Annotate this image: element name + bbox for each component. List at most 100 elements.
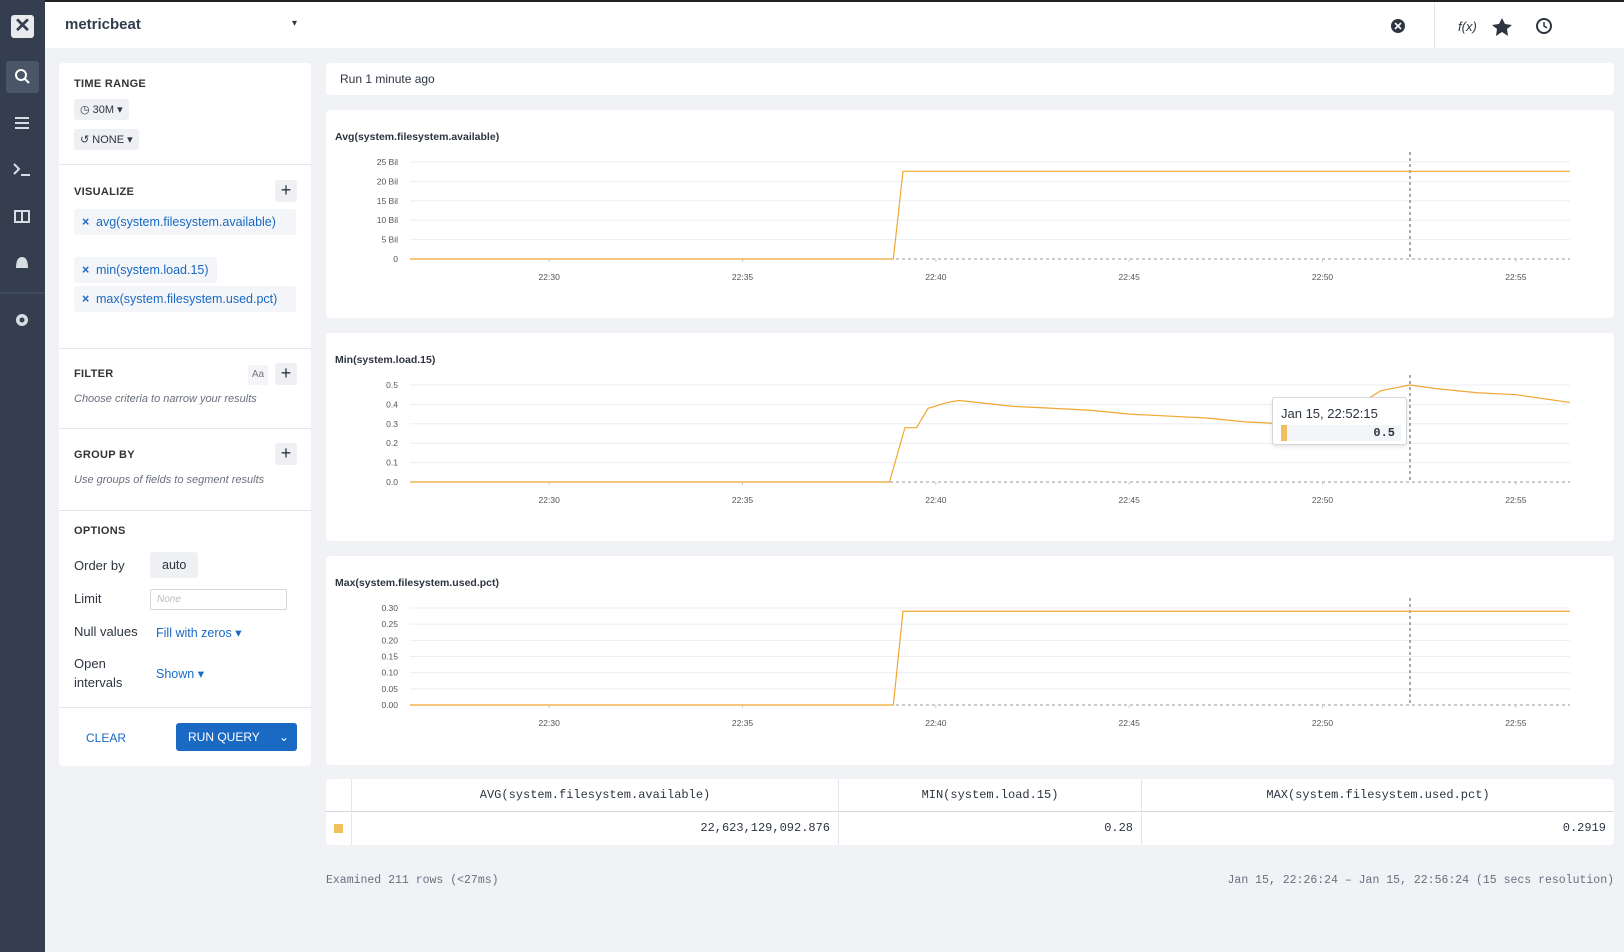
y-tick-label: 0 bbox=[393, 254, 398, 264]
y-tick-label: 0.2 bbox=[386, 438, 398, 448]
y-tick-label: 0.1 bbox=[386, 458, 398, 468]
x-tick-label: 22:50 bbox=[1312, 272, 1334, 282]
add-button[interactable]: + bbox=[275, 180, 297, 202]
add-button[interactable]: + bbox=[275, 443, 297, 465]
tooltip-value: 0.5 bbox=[1373, 426, 1395, 440]
chart-title: Max(system.filesystem.used.pct) bbox=[335, 577, 499, 589]
y-tick-label: 0.20 bbox=[381, 635, 398, 645]
add-button[interactable]: + bbox=[275, 363, 297, 385]
series-line bbox=[410, 610, 1570, 706]
section-label: VISUALIZE bbox=[74, 186, 135, 198]
y-tick-label: 10 Bil bbox=[377, 215, 398, 225]
y-tick-label: 0.0 bbox=[386, 477, 398, 487]
compare-select[interactable]: ↺ NONE ▾ bbox=[74, 129, 139, 150]
header-cell: MIN(system.load.15) bbox=[838, 779, 1142, 811]
run-status: Run 1 minute ago bbox=[326, 63, 1614, 95]
x-tick-label: 22:45 bbox=[1119, 718, 1141, 728]
y-tick-label: 0.00 bbox=[381, 700, 398, 710]
query-panel bbox=[59, 63, 311, 766]
separator bbox=[59, 510, 311, 511]
y-tick-label: 0.4 bbox=[386, 399, 398, 409]
limit-input[interactable]: None bbox=[150, 589, 287, 610]
visualize-item[interactable]: avg(system.filesystem.available) bbox=[74, 209, 296, 235]
x-tick-label: 22:40 bbox=[925, 495, 947, 505]
section-label: OPTIONS bbox=[74, 525, 126, 537]
x-tick-label: 22:45 bbox=[1119, 272, 1141, 282]
section-label: TIME RANGE bbox=[74, 78, 147, 90]
separator bbox=[59, 707, 311, 708]
x-tick-label: 22:30 bbox=[539, 272, 561, 282]
option-label: Null values bbox=[74, 624, 138, 639]
visualize-item[interactable]: max(system.filesystem.used.pct) bbox=[74, 286, 296, 312]
separator bbox=[59, 428, 311, 429]
x-tick-label: 22:50 bbox=[1312, 495, 1334, 505]
y-tick-label: 0.25 bbox=[381, 619, 398, 629]
divider bbox=[1434, 2, 1435, 48]
dataset-select[interactable]: metricbeat bbox=[65, 16, 141, 33]
value: Shown bbox=[156, 667, 195, 681]
swatch bbox=[334, 823, 343, 833]
chart-title: Min(system.load.15) bbox=[335, 354, 435, 366]
x-tick-label: 22:45 bbox=[1119, 495, 1141, 505]
tooltip-row: 0.5 bbox=[1281, 425, 1401, 441]
case-toggle[interactable]: Aa bbox=[248, 365, 268, 385]
tooltip-time: Jan 15, 22:52:15 bbox=[1281, 406, 1378, 421]
x-tick-label: 22:50 bbox=[1312, 718, 1334, 728]
y-tick-label: 15 Bil bbox=[377, 196, 398, 206]
x-tick-label: 22:55 bbox=[1505, 718, 1527, 728]
clear-icon[interactable] bbox=[1390, 18, 1406, 34]
footer-range: Jan 15, 22:26:24 – Jan 15, 22:56:24 (15 … bbox=[1227, 874, 1614, 887]
cell bbox=[326, 779, 352, 811]
tooltip: Jan 15, 22:52:15 0.5 bbox=[1272, 397, 1407, 445]
x-tick-label: 22:30 bbox=[539, 495, 561, 505]
section-label: FILTER bbox=[74, 368, 114, 380]
compare: NONE bbox=[92, 134, 125, 146]
separator bbox=[59, 348, 311, 349]
run-button[interactable]: RUN QUERY ⌄ bbox=[176, 723, 297, 751]
search-icon[interactable] bbox=[6, 61, 39, 93]
x-tick-label: 22:55 bbox=[1505, 272, 1527, 282]
order-select[interactable]: auto bbox=[150, 552, 199, 578]
visualize-item[interactable]: min(system.load.15) bbox=[74, 257, 217, 283]
chart: Max(system.filesystem.used.pct) 0.00 0.05 0… bbox=[326, 556, 1614, 765]
x-tick-label: 22:55 bbox=[1505, 495, 1527, 505]
y-tick-label: 0.5 bbox=[386, 380, 398, 390]
series-line bbox=[410, 384, 1571, 483]
toolbar-icons[interactable]: f(x) bbox=[1425, 14, 1615, 38]
y-tick-label: 25 Bil bbox=[377, 157, 398, 167]
range: 30M bbox=[92, 104, 115, 116]
x-tick-label: 22:35 bbox=[732, 272, 754, 282]
option-label: Open intervals bbox=[74, 656, 123, 690]
x-tick-label: 22:40 bbox=[925, 272, 947, 282]
cell: 0.2919 bbox=[1562, 821, 1606, 836]
cell: 0.28 bbox=[838, 811, 1142, 845]
value: Fill with zeros bbox=[156, 626, 232, 640]
svg-text:f(x): f(x) bbox=[1458, 19, 1477, 34]
cell: 22,623,129,092.876 bbox=[351, 811, 839, 845]
y-tick-label: 0.05 bbox=[381, 684, 398, 694]
null-select[interactable]: Fill with zeros ▾ bbox=[156, 626, 242, 640]
hint: Choose criteria to narrow your results bbox=[74, 393, 257, 405]
label: RUN QUERY bbox=[188, 730, 260, 744]
cell bbox=[326, 811, 352, 845]
chart: Min(system.load.15) 0.0 0.1 0.2 0.3 0.4 0.5 22:… bbox=[326, 333, 1614, 541]
series-line bbox=[410, 170, 1570, 260]
nav-icons bbox=[0, 117, 45, 326]
icon bbox=[15, 69, 30, 84]
y-tick-label: 0.30 bbox=[381, 603, 398, 613]
y-tick-label: 0.3 bbox=[386, 419, 398, 429]
x-tick-label: 22:40 bbox=[925, 718, 947, 728]
intervals-select[interactable]: Shown ▾ bbox=[156, 667, 204, 681]
y-tick-label: 0.15 bbox=[381, 652, 398, 662]
clear-button[interactable]: CLEAR bbox=[86, 731, 127, 745]
x-tick-label: 22:35 bbox=[732, 495, 754, 505]
caret: ▾ bbox=[292, 18, 298, 29]
logo[interactable]: ✕ bbox=[11, 15, 34, 38]
swatch bbox=[1281, 425, 1287, 441]
chart-title: Avg(system.filesystem.available) bbox=[335, 131, 499, 143]
footer-examined: Examined 211 rows (<27ms) bbox=[326, 874, 499, 887]
table: AVG(system.filesystem.available) MIN(syst… bbox=[326, 779, 1614, 845]
separator bbox=[59, 164, 311, 165]
range-select[interactable]: ◷ 30M ▾ bbox=[74, 99, 129, 120]
